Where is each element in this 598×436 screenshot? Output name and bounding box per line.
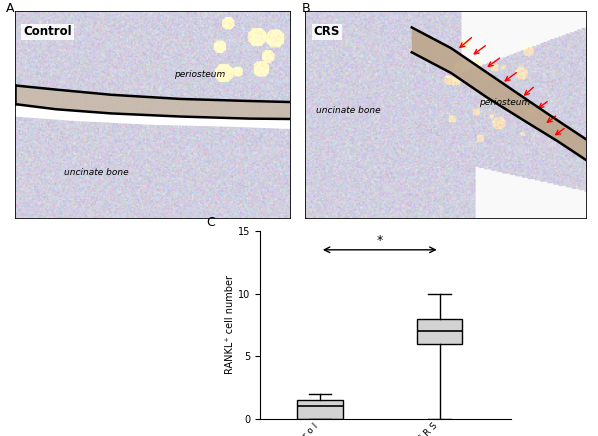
Text: periosteum: periosteum	[479, 98, 530, 106]
Text: *: *	[377, 234, 383, 247]
PathPatch shape	[297, 400, 343, 419]
Text: A: A	[6, 2, 14, 15]
Polygon shape	[15, 85, 290, 119]
Polygon shape	[412, 27, 586, 160]
Text: B: B	[302, 2, 310, 15]
Text: periosteum: periosteum	[175, 70, 226, 79]
Polygon shape	[15, 104, 290, 129]
Text: CRS: CRS	[313, 25, 340, 38]
Y-axis label: RANKL⁺ cell number: RANKL⁺ cell number	[225, 275, 235, 375]
PathPatch shape	[417, 319, 462, 344]
Text: uncinate bone: uncinate bone	[316, 106, 381, 115]
Text: uncinate bone: uncinate bone	[65, 168, 129, 177]
Text: Control: Control	[23, 25, 72, 38]
Text: C: C	[206, 216, 215, 229]
